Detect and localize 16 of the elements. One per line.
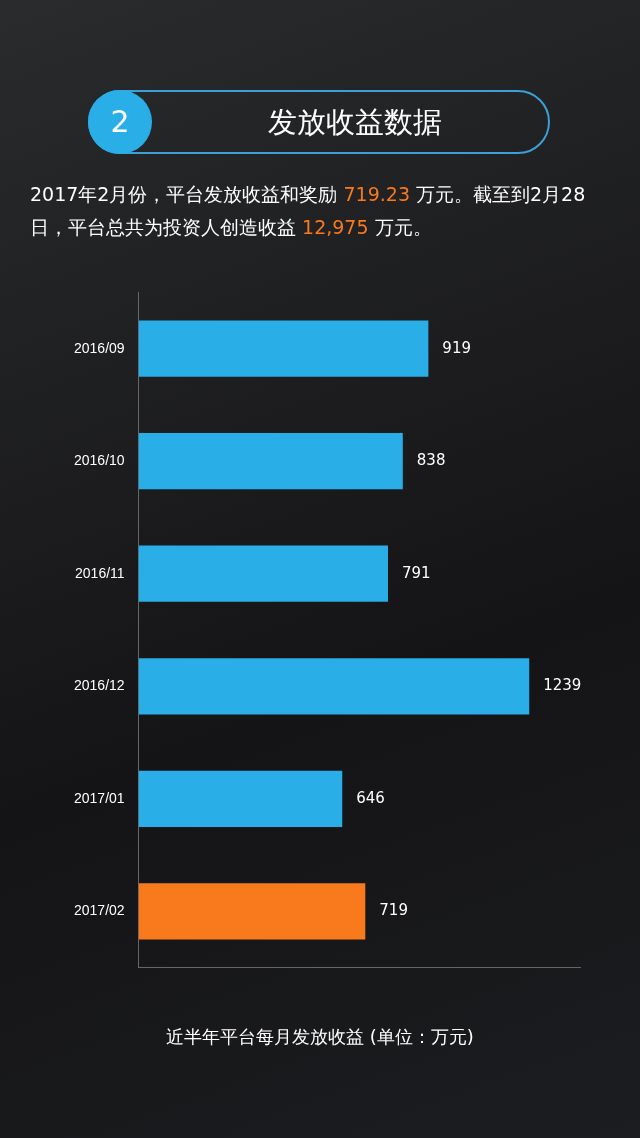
- data-label: 791: [401, 563, 431, 582]
- y-tick-label: 2017/02: [74, 902, 125, 919]
- y-tick-label: 2016/10: [74, 452, 125, 469]
- text: 2017年2月份，平台发放收益和奖励 719.23 万元。截至到2月28日，平台总共为投资人创造收益 12,975 万元。: [30, 183, 586, 238]
- data-label: 1239: [543, 676, 582, 695]
- y-tick-label: 2016/12: [74, 677, 125, 694]
- data-label: 719: [379, 901, 408, 920]
- y-tick-label: 2016/09: [74, 339, 125, 356]
- data-label: 919: [442, 338, 471, 357]
- data-label: 646: [356, 788, 385, 807]
- chart-title: 发放收益数据: [267, 104, 443, 141]
- x-axis-title: 近半年平台每月发放收益 (单位：万元): [165, 1025, 475, 1049]
- text: 2: [88, 90, 152, 154]
- y-tick-label: 2016/11: [75, 564, 125, 581]
- data-label: 838: [416, 451, 446, 470]
- y-tick-label: 2017/01: [74, 789, 125, 806]
